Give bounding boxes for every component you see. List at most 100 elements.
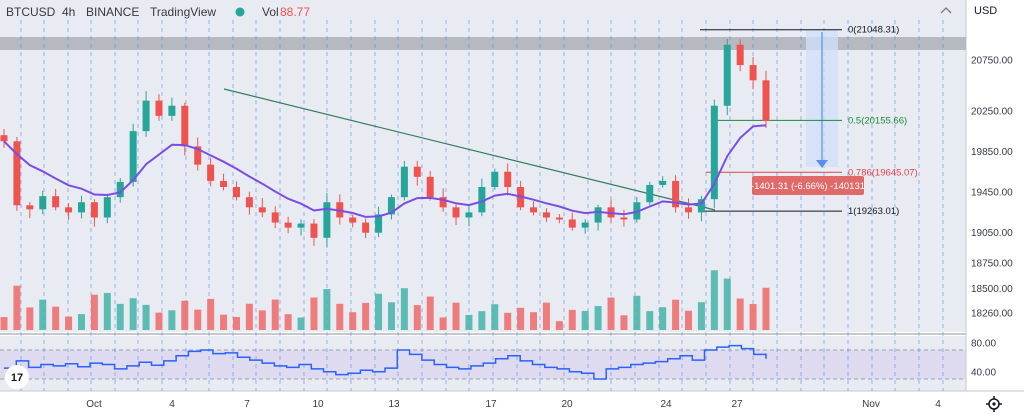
currency-label[interactable]: USD: [974, 5, 997, 17]
platform-label: TradingView: [150, 5, 216, 19]
candle-body[interactable]: [594, 207, 602, 223]
candle-body[interactable]: [271, 212, 279, 223]
price-axis-label: 19450.00: [971, 188, 1013, 199]
market-status-icon[interactable]: [235, 7, 245, 17]
interval-label[interactable]: 4h: [62, 5, 75, 19]
time-axis-label: 10: [312, 399, 324, 410]
candle-body[interactable]: [542, 212, 550, 218]
candle-body[interactable]: [245, 197, 253, 208]
candle-body[interactable]: [103, 197, 111, 218]
candle-body[interactable]: [310, 223, 318, 238]
candle-body[interactable]: [478, 187, 486, 213]
candle-body[interactable]: [90, 202, 98, 218]
time-axis[interactable]: Oct 4 7 10 13 17 20 24 27 Nov 4: [86, 399, 941, 410]
volume-bar: [90, 294, 98, 330]
candle-body[interactable]: [620, 217, 628, 220]
volume-bar: [39, 299, 47, 330]
candle-body[interactable]: [181, 105, 189, 147]
moving-average-line: [3, 124, 767, 218]
candle-body[interactable]: [168, 105, 176, 116]
candle-body[interactable]: [555, 217, 563, 220]
time-axis-label: 20: [561, 399, 573, 410]
volume-bar: [413, 305, 421, 330]
candle-body[interactable]: [220, 180, 228, 187]
descending-trendline[interactable]: [223, 88, 716, 211]
symbol-label[interactable]: BTCUSD: [6, 5, 56, 19]
candle-body[interactable]: [426, 176, 434, 198]
candle-body[interactable]: [375, 214, 383, 233]
vol-label: Vol: [262, 5, 279, 19]
volume-bar: [52, 306, 60, 330]
candle-body[interactable]: [349, 217, 357, 223]
candle-body[interactable]: [646, 184, 654, 203]
candle-body[interactable]: [736, 44, 744, 66]
candle-body[interactable]: [26, 205, 34, 210]
candle-body[interactable]: [762, 80, 770, 121]
candle-body[interactable]: [116, 181, 124, 198]
candle-body[interactable]: [232, 187, 240, 198]
fibonacci-retracement[interactable]: 0(21048.31) 0.5(20155.66) 0.786(19645.07) 1…: [700, 25, 918, 217]
volume-bar: [387, 302, 395, 330]
candle-body[interactable]: [685, 207, 693, 213]
volume-bar: [220, 314, 228, 330]
candle-body[interactable]: [465, 212, 473, 218]
candle-body[interactable]: [77, 202, 85, 213]
fib-level-label: 0.5(20155.66): [848, 115, 907, 126]
candle-body[interactable]: [284, 222, 292, 228]
candle-body[interactable]: [697, 199, 705, 213]
candle-body[interactable]: [581, 222, 589, 228]
candle-body[interactable]: [723, 44, 731, 106]
candle-body[interactable]: [387, 197, 395, 215]
collapse-icon[interactable]: [940, 7, 952, 14]
candle-body[interactable]: [672, 180, 680, 208]
candle-body[interactable]: [530, 207, 538, 213]
candle-body[interactable]: [155, 100, 163, 116]
tradingview-logo-icon[interactable]: 17: [5, 365, 29, 389]
candle-body[interactable]: [39, 196, 47, 210]
settings-icon[interactable]: [986, 396, 1002, 412]
volume-bar: [181, 300, 189, 330]
candle-body[interactable]: [413, 166, 421, 177]
candle-body[interactable]: [0, 135, 8, 142]
volume-bar: [491, 304, 499, 330]
candle-body[interactable]: [504, 171, 512, 187]
candle-body[interactable]: [207, 164, 215, 181]
volume-bar: [568, 309, 576, 330]
time-axis-label: Nov: [862, 399, 880, 410]
volume-bar: [723, 278, 731, 330]
main-pane[interactable]: [0, 0, 966, 332]
volume-bar: [542, 302, 550, 330]
candle-body[interactable]: [129, 131, 137, 182]
candle-body[interactable]: [297, 223, 305, 228]
candle-body[interactable]: [52, 196, 60, 208]
candle-body[interactable]: [659, 180, 667, 185]
candle-body[interactable]: [13, 141, 21, 206]
candle-body[interactable]: [400, 166, 408, 198]
volume-bar: [284, 314, 292, 330]
candle-body[interactable]: [258, 207, 266, 213]
time-axis-label: 17: [485, 399, 497, 410]
volume-bar: [517, 307, 525, 330]
candle-body[interactable]: [323, 202, 331, 238]
candle-body[interactable]: [439, 197, 447, 208]
volume-bar: [258, 310, 266, 330]
candle-body[interactable]: [710, 105, 718, 200]
measure-label-box: [752, 176, 864, 195]
price-axis[interactable]: 20750.00 20250.00 19850.00 19450.00 19050.00…: [971, 56, 1013, 379]
candle-body[interactable]: [568, 219, 576, 228]
volume-bar: [0, 317, 8, 330]
volume-bar: [65, 316, 73, 330]
candle-body[interactable]: [65, 207, 73, 213]
time-axis-label: Oct: [86, 399, 102, 410]
candle-body[interactable]: [749, 65, 757, 81]
candle-body[interactable]: [194, 146, 202, 165]
volume-bar: [439, 317, 447, 330]
price-axis-label: 18750.00: [971, 259, 1013, 270]
candle-body[interactable]: [142, 100, 150, 132]
candle-body[interactable]: [362, 222, 370, 233]
volume-bar: [452, 302, 460, 330]
candle-body[interactable]: [452, 207, 460, 218]
exchange-label: BINANCE: [86, 5, 139, 19]
volume-bar: [26, 307, 34, 330]
candle-body[interactable]: [491, 171, 499, 187]
